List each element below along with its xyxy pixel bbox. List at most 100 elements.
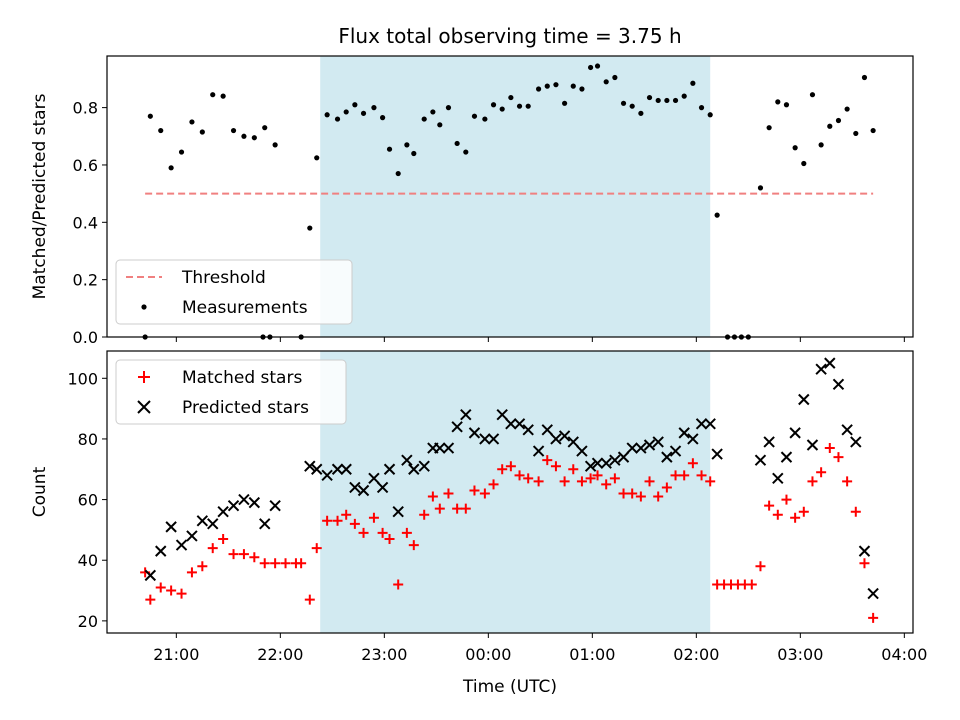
data-point	[393, 579, 404, 590]
data-point	[434, 503, 445, 514]
data-point	[272, 142, 278, 148]
data-point	[652, 436, 664, 448]
data-point	[746, 579, 757, 590]
data-point	[807, 476, 818, 487]
data-point	[603, 79, 609, 85]
data-point	[207, 543, 218, 554]
data-point	[861, 74, 868, 81]
data-point	[217, 506, 229, 518]
data-point	[592, 470, 603, 481]
chart-title: Flux total observing time = 3.75 h	[338, 24, 681, 48]
data-point	[550, 433, 562, 445]
data-point	[376, 481, 389, 494]
data-point	[259, 518, 271, 530]
data-point	[311, 463, 323, 475]
legend-marker	[141, 304, 147, 310]
data-point	[463, 149, 469, 155]
data-point	[155, 582, 166, 593]
data-point	[401, 527, 412, 538]
x-tick-label: 04:00	[881, 645, 927, 664]
data-point	[695, 418, 708, 430]
data-point	[386, 146, 393, 152]
data-point	[508, 94, 514, 101]
data-point	[404, 142, 410, 148]
y-tick-label: 0.8	[73, 99, 98, 118]
data-point	[618, 488, 629, 499]
data-point	[377, 527, 388, 538]
data-point	[781, 494, 792, 505]
data-point	[696, 470, 707, 481]
data-point	[644, 476, 655, 487]
legend-marker	[137, 400, 151, 414]
data-point	[454, 140, 460, 147]
data-point	[655, 97, 661, 104]
data-point	[332, 515, 343, 526]
data-point	[155, 545, 167, 557]
data-point	[629, 103, 635, 109]
data-point	[488, 479, 499, 490]
data-point	[322, 515, 333, 526]
data-point	[451, 421, 463, 433]
data-point	[380, 115, 386, 121]
data-point	[523, 473, 534, 484]
y-tick-label: 0.0	[73, 328, 98, 347]
data-point	[368, 472, 380, 485]
data-point	[780, 451, 793, 463]
data-point	[536, 86, 542, 92]
y-tick-label: 80	[78, 430, 98, 449]
data-point	[801, 160, 807, 167]
legend-label: Predicted stars	[182, 398, 309, 418]
data-point	[620, 100, 627, 106]
data-point	[270, 558, 281, 569]
data-point	[269, 499, 281, 512]
data-point	[568, 464, 579, 475]
plot-panel-1: 0.0 0.2 0.4 0.6 0.8 Flux total observing time…	[30, 24, 914, 347]
data-point	[430, 109, 436, 115]
data-point	[832, 378, 845, 391]
y-tick-label: 0.6	[73, 156, 98, 175]
data-point	[395, 170, 401, 177]
data-point	[341, 509, 352, 520]
data-point	[612, 74, 618, 81]
data-point	[705, 476, 716, 487]
data-point	[186, 567, 197, 578]
data-point	[544, 83, 550, 89]
data-point	[230, 127, 237, 134]
y-tick-label: 20	[78, 612, 98, 631]
data-point	[249, 552, 260, 563]
data-point	[145, 594, 156, 605]
data-point	[542, 455, 553, 466]
data-point	[798, 393, 810, 406]
data-point	[798, 506, 809, 517]
data-point	[176, 588, 187, 599]
data-point	[661, 451, 673, 463]
legend: Matched stars Predicted stars	[115, 359, 347, 425]
data-point	[158, 127, 164, 134]
x-tick-label: 03:00	[777, 645, 823, 664]
data-point	[835, 117, 842, 124]
data-point	[584, 460, 597, 472]
data-point	[368, 512, 379, 523]
data-point	[661, 482, 672, 493]
data-point	[514, 470, 525, 481]
series-matched-stars	[140, 443, 879, 623]
data-point	[591, 457, 604, 469]
data-point	[670, 470, 681, 481]
data-point	[343, 109, 349, 115]
data-point	[541, 424, 553, 436]
data-point	[207, 518, 219, 530]
data-point	[533, 476, 544, 487]
data-point	[280, 558, 291, 569]
x-tick-label: 00:00	[465, 645, 511, 664]
data-point	[815, 363, 827, 375]
data-point	[238, 493, 250, 506]
y-axis-label: Count	[30, 466, 50, 517]
data-point	[867, 587, 879, 600]
data-point	[487, 433, 500, 445]
data-point	[479, 433, 491, 445]
data-point	[340, 463, 352, 475]
data-point	[228, 549, 239, 560]
data-point	[401, 454, 413, 466]
data-point	[772, 472, 784, 485]
